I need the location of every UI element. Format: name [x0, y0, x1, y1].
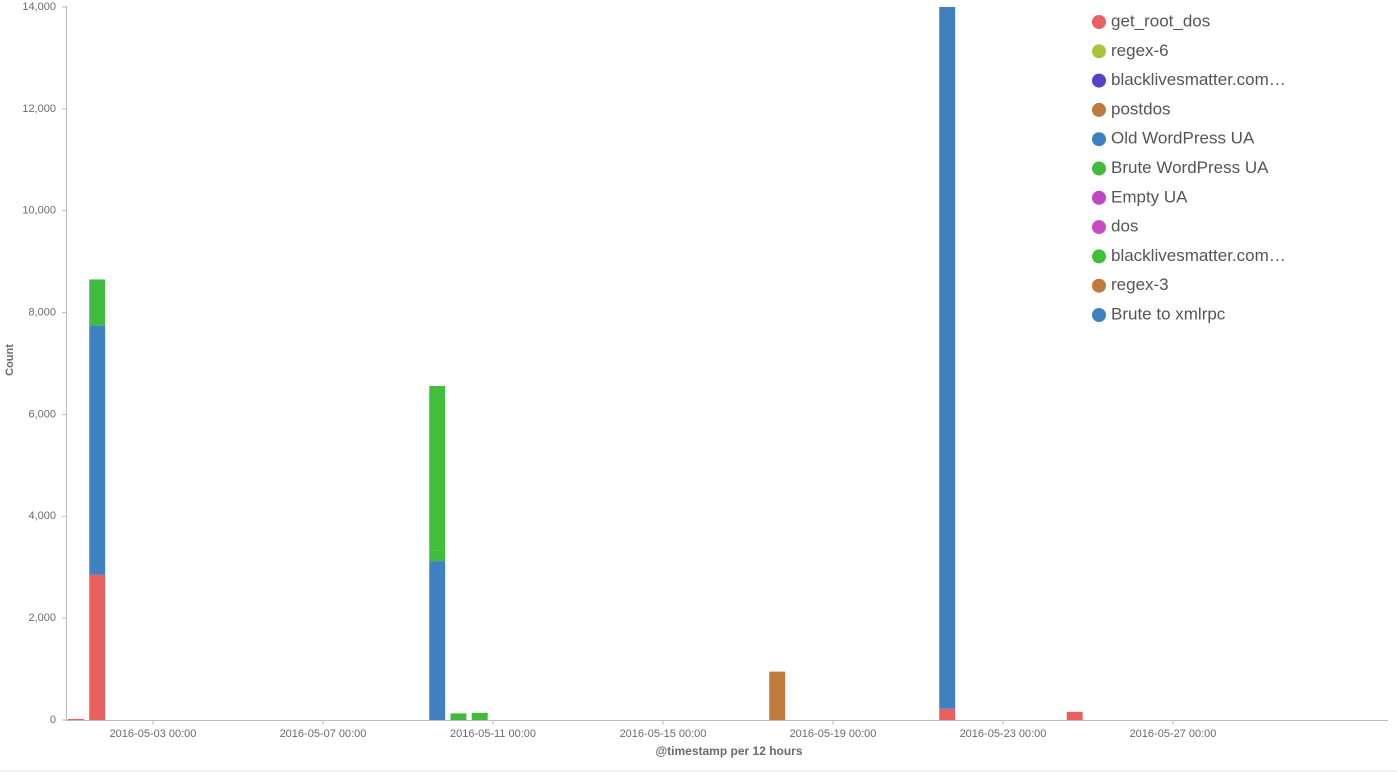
y-axis-title: Count: [4, 344, 16, 376]
legend-label: regex-6: [1111, 41, 1169, 60]
x-tick-label: 2016-05-11 00:00: [450, 728, 536, 740]
legend-label: Old WordPress UA: [1111, 129, 1255, 148]
x-tick-label: 2016-05-27 00:00: [1130, 728, 1217, 740]
legend-label: Empty UA: [1111, 187, 1188, 206]
legend-swatch: [1092, 190, 1106, 205]
legend-swatch: [1092, 15, 1106, 29]
y-tick-label: 8,000: [28, 306, 56, 318]
legend-label: blacklivesmatter.com…: [1111, 70, 1286, 89]
x-tick-label: 2016-05-03 00:00: [110, 728, 197, 740]
y-tick-label: 12,000: [22, 103, 56, 115]
y-tick-label: 14,000: [22, 1, 56, 13]
legend-label: postdos: [1111, 99, 1171, 118]
legend-swatch: [1092, 73, 1106, 88]
bar-segment: [1066, 711, 1083, 720]
bar-segment: [429, 385, 446, 551]
bar-segment: [429, 561, 446, 720]
legend-swatch: [1092, 278, 1106, 293]
bar-segment: [939, 7, 956, 709]
legend-swatch: [1092, 220, 1106, 235]
bar-segment: [939, 708, 956, 720]
x-tick-label: 2016-05-15 00:00: [620, 728, 707, 740]
legend-swatch: [1092, 308, 1106, 322]
legend-label: Brute to xmlrpc: [1111, 304, 1226, 323]
bar-segment: [89, 574, 106, 720]
x-tick-label: 2016-05-07 00:00: [280, 728, 367, 740]
bar-segment: [429, 550, 446, 562]
legend-label: regex-3: [1111, 275, 1169, 294]
y-tick-label: 4,000: [28, 510, 56, 522]
legend-label: Brute WordPress UA: [1111, 158, 1269, 177]
y-tick-label: 2,000: [28, 612, 56, 624]
legend-swatch: [1092, 44, 1106, 59]
x-tick-label: 2016-05-19 00:00: [790, 728, 877, 740]
legend-swatch: [1092, 102, 1106, 117]
legend-label: blacklivesmatter.com…: [1111, 246, 1286, 265]
bar-segment: [68, 718, 84, 720]
y-tick-label: 6,000: [28, 408, 56, 420]
legend-swatch: [1092, 161, 1106, 176]
x-axis-title: @timestamp per 12 hours: [655, 744, 802, 758]
legend-label: get_root_dos: [1111, 11, 1210, 30]
bar-segment: [89, 325, 106, 575]
x-tick-label: 2016-05-23 00:00: [960, 728, 1047, 740]
bar-segment: [89, 279, 106, 326]
legend-label: dos: [1111, 217, 1138, 236]
bar-segment: [450, 713, 467, 720]
y-tick-label: 10,000: [22, 205, 56, 217]
legend-swatch: [1092, 249, 1106, 264]
bar-segment: [769, 671, 786, 720]
bar-segment: [471, 712, 488, 720]
y-tick-label: 0: [50, 714, 56, 726]
legend-swatch: [1092, 132, 1106, 147]
